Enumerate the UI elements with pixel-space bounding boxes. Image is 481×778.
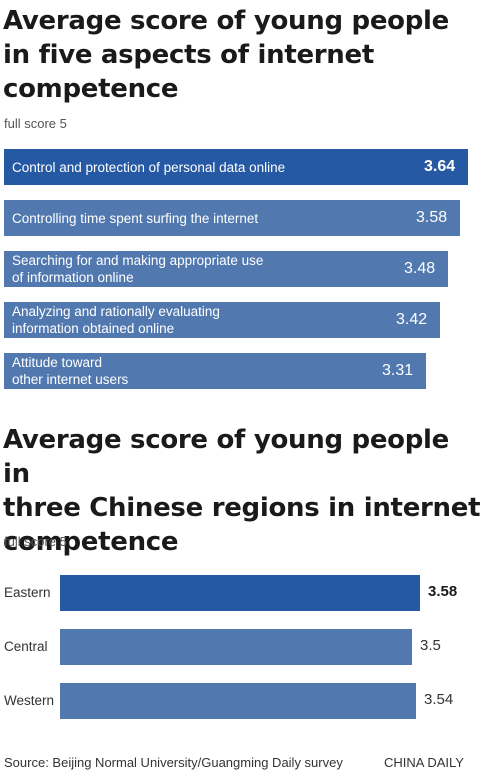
bar-label: Searching for and making appropriate use… — [12, 253, 264, 285]
bar — [60, 683, 416, 719]
region-label: Eastern — [4, 585, 51, 600]
bar — [4, 353, 426, 389]
region-label: Central — [4, 639, 48, 654]
bar-value-label: 3.64 — [424, 158, 456, 175]
region-label: Western — [4, 693, 55, 708]
bar-label: Controlling time spent surfing the inter… — [12, 210, 259, 226]
bar-value-label: 3.54 — [424, 691, 454, 708]
bar — [4, 200, 460, 236]
bar-value-label: 3.58 — [428, 583, 458, 600]
chart1-title: Average score of young people in five as… — [3, 6, 449, 104]
bar-value-label: 3.5 — [420, 637, 441, 654]
bar-label: Attitude toward other internet users — [12, 355, 129, 387]
bar — [4, 251, 448, 287]
chart1-note: full score 5 — [4, 116, 67, 131]
bar-value-label: 3.48 — [404, 260, 436, 277]
bar — [4, 149, 468, 185]
publisher-credit: CHINA DAILY — [384, 755, 464, 770]
chart2-title: Average score of young people in three C… — [3, 425, 481, 557]
bar-value-label: 3.42 — [396, 311, 428, 328]
source-note: Source: Beijing Normal University/Guangm… — [4, 755, 343, 770]
bar-label: Control and protection of personal data … — [12, 159, 286, 175]
chart2-note: full score 5 — [4, 534, 67, 549]
bar — [4, 302, 440, 338]
bar — [60, 575, 420, 611]
bar-value-label: 3.58 — [416, 209, 448, 226]
bar-value-label: 3.31 — [382, 362, 414, 379]
bar — [60, 629, 412, 665]
bar-label: Analyzing and rationally evaluating info… — [12, 304, 220, 336]
